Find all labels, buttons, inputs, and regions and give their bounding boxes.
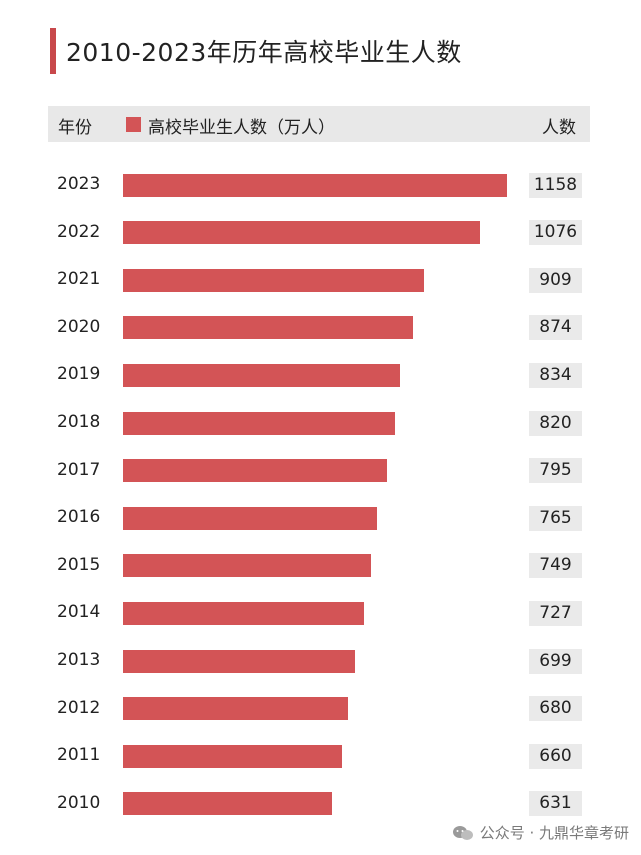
bar: [123, 554, 372, 578]
value-label: 909: [529, 267, 582, 293]
wechat-icon: [452, 825, 473, 840]
bar: [123, 792, 333, 816]
year-label: 2014: [57, 602, 101, 623]
bar: [123, 268, 425, 292]
bar: [123, 173, 507, 197]
bar: [123, 411, 395, 435]
value-label: 834: [529, 362, 582, 388]
legend-swatch: [126, 117, 141, 132]
year-label: 2017: [57, 459, 101, 480]
bar: [123, 697, 349, 721]
value-label: 1158: [529, 172, 582, 198]
legend-series-label: 高校毕业生人数（万人）: [148, 118, 335, 138]
chart-title: 2010-2023年历年高校毕业生人数: [66, 38, 462, 67]
year-label: 2023: [57, 174, 101, 194]
value-label: 820: [529, 410, 582, 436]
value-label: 795: [529, 458, 582, 484]
value-label: 727: [529, 600, 582, 626]
bar: [123, 316, 413, 340]
bar: [123, 649, 355, 673]
year-label: 2010: [57, 792, 101, 813]
year-label: 2022: [57, 221, 101, 242]
year-label: 2011: [57, 745, 101, 766]
year-label: 2018: [57, 412, 101, 432]
watermark-text: 公众号 · 九鼎华章考研: [479, 824, 629, 842]
value-label: 699: [529, 648, 582, 674]
bar: [123, 363, 400, 387]
bar: [123, 221, 480, 245]
bar: [123, 506, 377, 530]
value-label: 874: [529, 315, 582, 341]
value-label: 749: [529, 553, 582, 579]
bar: [123, 459, 387, 483]
bar: [123, 601, 365, 625]
year-label: 2020: [57, 316, 101, 337]
title-accent-bar: [50, 28, 56, 74]
year-label: 2019: [57, 364, 101, 385]
value-label: 660: [529, 743, 582, 769]
year-label: 2015: [57, 554, 101, 575]
year-label: 2012: [57, 697, 101, 718]
header-year-label: 年份: [58, 118, 92, 138]
value-label: 1076: [529, 220, 582, 246]
value-label: 631: [529, 791, 582, 817]
year-label: 2021: [57, 269, 101, 290]
year-label: 2013: [57, 650, 101, 670]
value-label: 680: [529, 696, 582, 722]
value-label: 765: [529, 505, 582, 531]
table-header: 年份 高校毕业生人数（万人） 人数: [48, 106, 590, 142]
header-count-label: 人数: [542, 118, 576, 138]
year-label: 2016: [57, 507, 101, 528]
watermark: 公众号 · 九鼎华章考研: [452, 822, 629, 843]
bar: [123, 744, 342, 768]
